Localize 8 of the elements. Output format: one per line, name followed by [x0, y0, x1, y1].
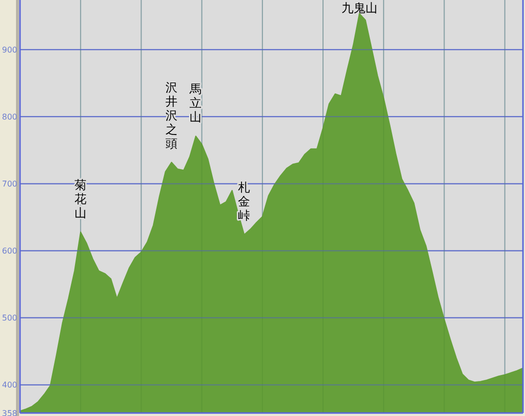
y-tick-label: 900: [2, 45, 18, 54]
y-tick-label: 600: [2, 246, 18, 256]
annotation: 九鬼山: [341, 1, 378, 15]
y-tick-label: 358: [2, 408, 18, 416]
y-tick-label: 700: [2, 180, 18, 189]
y-tick-label: 400: [2, 380, 18, 390]
y-tick-label: 800: [2, 112, 18, 122]
y-tick-label: 500: [2, 314, 18, 323]
